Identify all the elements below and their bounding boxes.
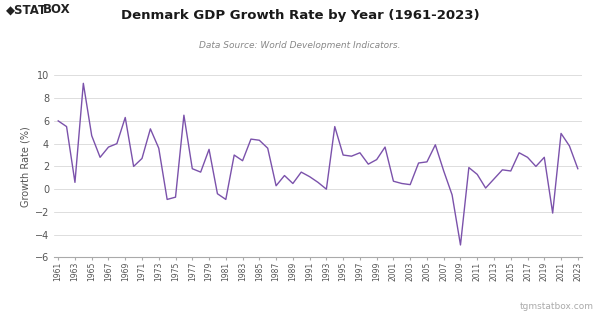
Text: tgmstatbox.com: tgmstatbox.com	[520, 302, 594, 311]
Text: ◆STAT: ◆STAT	[6, 3, 47, 16]
Y-axis label: Growth Rate (%): Growth Rate (%)	[20, 126, 31, 207]
Text: Data Source: World Development Indicators.: Data Source: World Development Indicator…	[199, 41, 401, 50]
Text: Denmark GDP Growth Rate by Year (1961-2023): Denmark GDP Growth Rate by Year (1961-20…	[121, 9, 479, 22]
Text: BOX: BOX	[43, 3, 71, 16]
